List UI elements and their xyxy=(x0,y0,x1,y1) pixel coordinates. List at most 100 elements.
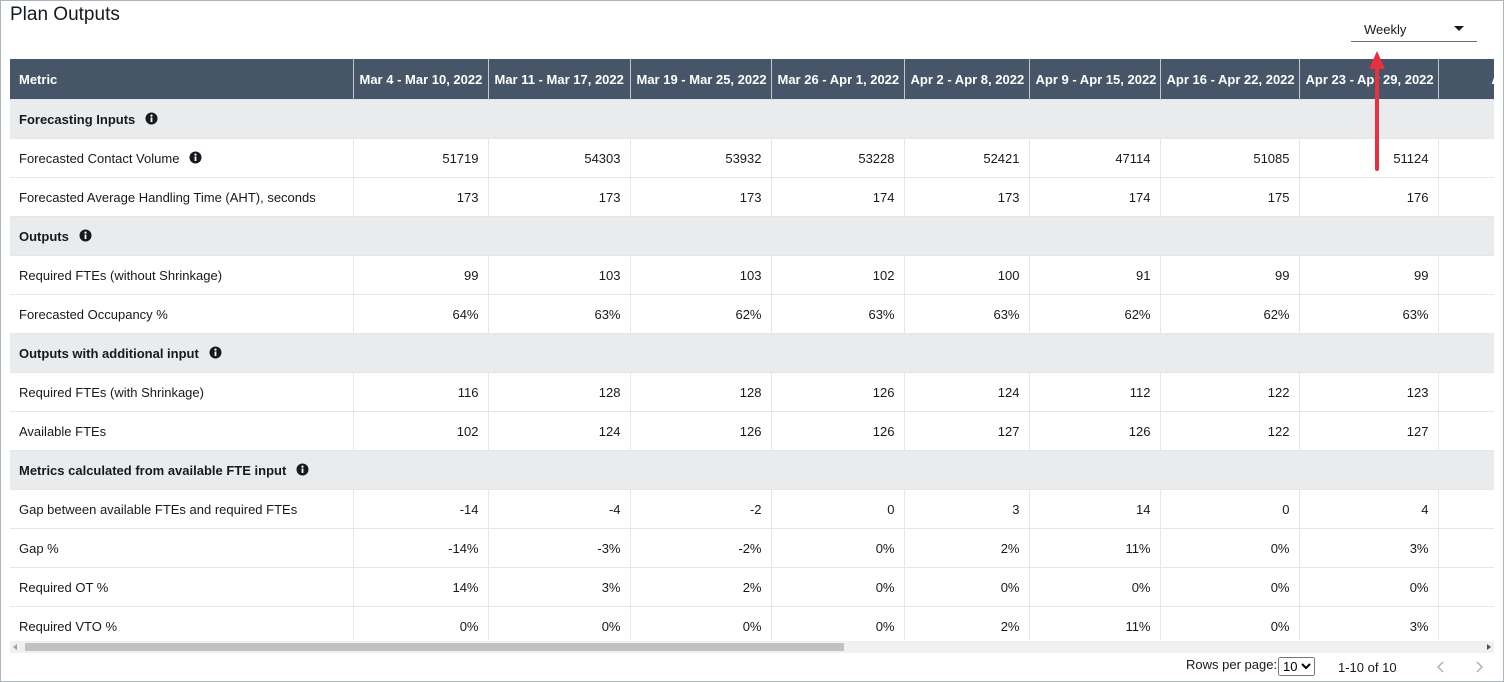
info-icon[interactable] xyxy=(209,346,222,359)
empty-cell xyxy=(1437,411,1494,451)
data-row: Gap % -14% -3% -2% 0% 2% 11% 0% 3% xyxy=(10,528,1494,568)
next-page[interactable] xyxy=(1473,660,1485,674)
data-row: Required VTO % 0% 0% 0% 0% 2% 11% 0% 3% xyxy=(10,606,1494,640)
cell-value: 51085 xyxy=(1159,138,1299,178)
cell-value: 173 xyxy=(629,177,771,217)
cell-value: 63% xyxy=(1298,294,1438,334)
row-label-text: Forecasted Average Handling Time (AHT), … xyxy=(19,189,316,205)
row-label: Required OT % xyxy=(10,567,353,607)
info-icon[interactable] xyxy=(79,229,92,242)
row-label-text: Gap between available FTEs and required … xyxy=(19,501,298,517)
cell-value: 0% xyxy=(770,567,904,607)
cell-value: 62% xyxy=(1159,294,1299,334)
row-label-text: Forecasted Contact Volume xyxy=(19,150,180,166)
info-icon[interactable] xyxy=(189,151,202,164)
scroll-right[interactable] xyxy=(1482,641,1494,653)
cell-value: 0 xyxy=(770,489,904,529)
cell-value: 51124 xyxy=(1298,138,1438,178)
cell-value: 102 xyxy=(770,255,904,295)
row-label-text: Outputs with additional input xyxy=(19,345,199,361)
cell-value: 51719 xyxy=(352,138,488,178)
cell-value: 63% xyxy=(903,294,1029,334)
empty-cell xyxy=(1437,177,1494,217)
row-label-text: Required FTEs (without Shrinkage) xyxy=(19,267,223,283)
row-label: Forecasted Occupancy % xyxy=(10,294,353,334)
cell-value: 175 xyxy=(1159,177,1299,217)
cell-value: 63% xyxy=(770,294,904,334)
cell-value: 126 xyxy=(629,411,771,451)
cell-value: -4 xyxy=(487,489,630,529)
cell-value: 2% xyxy=(629,567,771,607)
rows-per-page-label: Rows per page: xyxy=(1186,657,1278,672)
cell-value: 14% xyxy=(352,567,488,607)
cell-value: 2% xyxy=(903,606,1029,640)
cell-value: 3 xyxy=(903,489,1029,529)
cell-value: 0 xyxy=(1159,489,1299,529)
cell-value: 122 xyxy=(1159,411,1299,451)
scroll-thumb[interactable] xyxy=(25,643,844,651)
cell-value: 102 xyxy=(352,411,488,451)
cell-value: 0% xyxy=(629,606,771,640)
table-container: Metric Mar 4 - Mar 10, 2022 Mar 11 - Mar 1… xyxy=(10,59,1494,640)
view-select[interactable]: Weekly xyxy=(1351,19,1477,42)
cell-value: 0% xyxy=(1159,528,1299,568)
empty-cell xyxy=(1437,606,1494,640)
cell-value: 124 xyxy=(487,411,630,451)
rows-per-page-select[interactable]: 10 xyxy=(1278,657,1315,676)
row-label-text: Forecasted Occupancy % xyxy=(19,306,168,322)
cell-value: 4 xyxy=(1298,489,1438,529)
cell-value: 126 xyxy=(770,372,904,412)
empty-cell xyxy=(1437,255,1494,295)
section-row: Metrics calculated from available FTE in… xyxy=(10,450,1494,490)
view-select-value: Weekly xyxy=(1364,22,1407,37)
column-header: Mar 11 - Mar 17, 2022 xyxy=(487,59,630,100)
cell-value: -14% xyxy=(352,528,488,568)
row-label: Available FTEs xyxy=(10,411,353,451)
row-label: Metrics calculated from available FTE in… xyxy=(10,450,1494,490)
cell-value: 173 xyxy=(487,177,630,217)
cell-value: 47114 xyxy=(1028,138,1160,178)
cell-value: 63% xyxy=(487,294,630,334)
data-row: Forecasted Average Handling Time (AHT), … xyxy=(10,177,1494,217)
cell-value: 3% xyxy=(487,567,630,607)
cell-value: 0% xyxy=(1159,606,1299,640)
cell-value: 128 xyxy=(487,372,630,412)
row-label: Gap % xyxy=(10,528,353,568)
cell-value: 127 xyxy=(903,411,1029,451)
section-row: Outputs with additional input xyxy=(10,333,1494,373)
cell-value: -3% xyxy=(487,528,630,568)
scroll-left[interactable] xyxy=(10,641,22,653)
cell-value: 103 xyxy=(629,255,771,295)
row-label-text: Required FTEs (with Shrinkage) xyxy=(19,384,204,400)
cell-value: -14 xyxy=(352,489,488,529)
page-title: Plan Outputs xyxy=(10,4,120,25)
cell-value: 112 xyxy=(1028,372,1160,412)
empty-cell xyxy=(1437,294,1494,334)
horizontal-scrollbar[interactable] xyxy=(10,641,1494,653)
row-label: Forecasting Inputs xyxy=(10,99,1494,139)
cell-value: 100 xyxy=(903,255,1029,295)
cell-value: 122 xyxy=(1159,372,1299,412)
cell-value: 173 xyxy=(352,177,488,217)
info-icon[interactable] xyxy=(296,463,309,476)
cell-value: 62% xyxy=(629,294,771,334)
cell-value: 53932 xyxy=(629,138,771,178)
row-label: Gap between available FTEs and required … xyxy=(10,489,353,529)
column-header: Apr 30 - M xyxy=(1437,59,1494,100)
row-label: Required FTEs (without Shrinkage) xyxy=(10,255,353,295)
info-icon[interactable] xyxy=(145,112,158,125)
row-label-text: Outputs xyxy=(19,228,69,244)
column-header: Mar 4 - Mar 10, 2022 xyxy=(352,59,488,100)
row-label: Forecasted Average Handling Time (AHT), … xyxy=(10,177,353,217)
column-header: Apr 23 - Apr 29, 2022 xyxy=(1298,59,1438,100)
column-header: Mar 26 - Apr 1, 2022 xyxy=(770,59,904,100)
cell-value: 11% xyxy=(1028,606,1160,640)
cell-value: 128 xyxy=(629,372,771,412)
row-label-text: Forecasting Inputs xyxy=(19,111,136,127)
cell-value: -2% xyxy=(629,528,771,568)
cell-value: 99 xyxy=(352,255,488,295)
column-header: Metric xyxy=(10,59,353,100)
prev-page[interactable] xyxy=(1435,660,1447,674)
cell-value: 99 xyxy=(1298,255,1438,295)
